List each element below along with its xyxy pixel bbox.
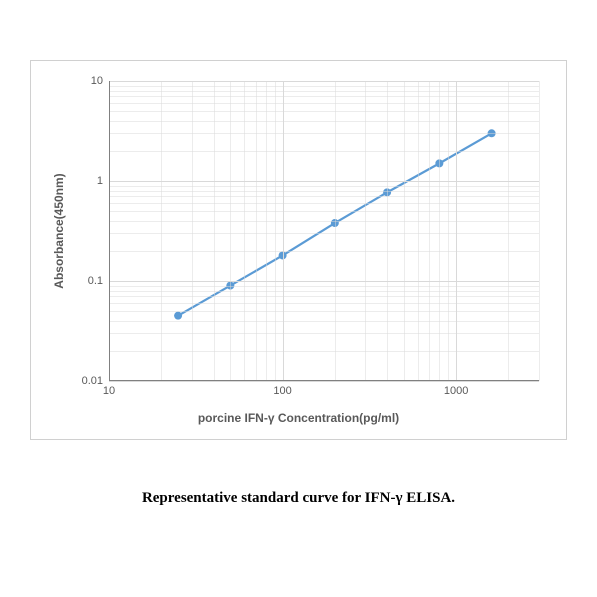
grid-h-minor — [109, 296, 539, 297]
grid-h-minor — [109, 151, 539, 152]
grid-h — [109, 81, 539, 82]
plot-area: 0.010.1110101001000 — [109, 81, 539, 381]
y-axis-title: Absorbance(450nm) — [52, 173, 66, 288]
grid-v-minor — [214, 81, 215, 381]
x-axis-line — [109, 380, 539, 381]
grid-v-minor — [365, 81, 366, 381]
y-axis-line — [109, 81, 110, 381]
grid-h-minor — [109, 286, 539, 287]
data-layer — [109, 81, 539, 381]
y-tick-label: 10 — [91, 75, 103, 87]
grid-h-minor — [109, 221, 539, 222]
grid-h-minor — [109, 186, 539, 187]
grid-v-minor — [404, 81, 405, 381]
grid-v — [456, 81, 457, 381]
x-tick-label: 100 — [273, 385, 291, 397]
grid-h-minor — [109, 351, 539, 352]
grid-h-minor — [109, 211, 539, 212]
grid-v-minor — [335, 81, 336, 381]
grid-h-minor — [109, 321, 539, 322]
grid-v-minor — [539, 81, 540, 381]
grid-h-minor — [109, 133, 539, 134]
y-tick-label: 1 — [97, 175, 103, 187]
grid-h-minor — [109, 333, 539, 334]
grid-v-minor — [161, 81, 162, 381]
grid-v-minor — [429, 81, 430, 381]
grid-h-minor — [109, 86, 539, 87]
chart-container: Absorbance(450nm) porcine IFN-γ Concentr… — [30, 60, 567, 440]
grid-h-minor — [109, 233, 539, 234]
grid-v-minor — [244, 81, 245, 381]
grid-v-minor — [508, 81, 509, 381]
grid-v-minor — [266, 81, 267, 381]
y-tick-label: 0.01 — [82, 375, 103, 387]
figure-caption: Representative standard curve for IFN-γ … — [142, 490, 455, 507]
grid-v-minor — [192, 81, 193, 381]
grid-h-minor — [109, 191, 539, 192]
grid-h-minor — [109, 303, 539, 304]
grid-v-minor — [439, 81, 440, 381]
grid-h-minor — [109, 251, 539, 252]
x-tick-label: 1000 — [444, 385, 468, 397]
grid-v-minor — [448, 81, 449, 381]
grid-v-minor — [275, 81, 276, 381]
data-marker — [174, 312, 182, 320]
grid-h — [109, 381, 539, 382]
grid-v-minor — [256, 81, 257, 381]
grid-v — [283, 81, 284, 381]
grid-h — [109, 281, 539, 282]
grid-v-minor — [230, 81, 231, 381]
grid-h-minor — [109, 96, 539, 97]
grid-v-minor — [418, 81, 419, 381]
x-axis-title: porcine IFN-γ Concentration(pg/ml) — [198, 411, 399, 425]
grid-h-minor — [109, 91, 539, 92]
y-tick-label: 0.1 — [88, 275, 103, 287]
grid-h-minor — [109, 103, 539, 104]
grid-h-minor — [109, 203, 539, 204]
grid-h — [109, 181, 539, 182]
grid-h-minor — [109, 311, 539, 312]
grid-h-minor — [109, 196, 539, 197]
grid-h-minor — [109, 111, 539, 112]
x-tick-label: 10 — [103, 385, 115, 397]
grid-h-minor — [109, 291, 539, 292]
grid-h-minor — [109, 121, 539, 122]
grid-v-minor — [387, 81, 388, 381]
